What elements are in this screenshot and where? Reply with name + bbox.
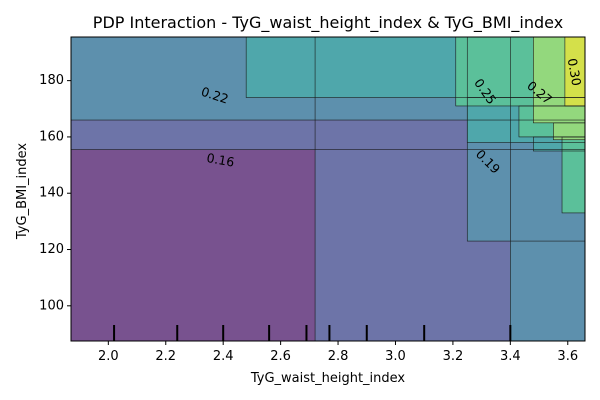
contour-line-7 — [466, 97, 585, 143]
x-tick-label-5: 3.0 — [385, 349, 406, 364]
contour-line-3 — [510, 37, 585, 341]
y-tick-label-1: 120 — [39, 242, 64, 257]
contour-lines — [71, 37, 585, 341]
plot-area — [71, 37, 585, 341]
x-tick-label-6: 3.2 — [443, 349, 464, 364]
y-tick-label-0: 100 — [39, 298, 64, 313]
x-tick-label-0: 2.0 — [98, 349, 119, 364]
chart-title: PDP Interaction - TyG_waist_height_index… — [93, 13, 563, 33]
x-axis-title: TyG_waist_height_index — [250, 371, 406, 386]
contour-line-2 — [71, 37, 585, 150]
y-tick-label-4: 180 — [39, 73, 64, 88]
contour-line-1 — [314, 37, 585, 341]
contour-label-0: 0.16 — [205, 150, 235, 170]
contour-region-11 — [562, 136, 585, 213]
rug-marks — [113, 325, 512, 341]
x-tick-label-2: 2.4 — [213, 349, 234, 364]
contour-region-14 — [564, 37, 585, 106]
x-tick-label-7: 3.4 — [500, 349, 521, 364]
x-axis: 2.0 2.2 2.4 2.6 2.8 3.0 3.2 3.4 3.6 — [98, 341, 578, 364]
contour-label-5: 0.30 — [565, 57, 585, 87]
x-tick-label-8: 3.6 — [557, 349, 578, 364]
x-tick-label-3: 2.6 — [270, 349, 291, 364]
y-axis-title: TyG_BMI_index — [15, 143, 30, 241]
plot-frame — [70, 36, 586, 342]
x-tick-label-1: 2.2 — [155, 349, 176, 364]
y-tick-label-2: 140 — [39, 186, 64, 201]
contour-line-11 — [561, 136, 585, 214]
contour-region-13 — [553, 122, 585, 140]
y-tick-label-3: 160 — [39, 129, 64, 144]
contour-line-10 — [518, 105, 585, 138]
contour-line-6 — [245, 37, 585, 98]
x-tick-label-4: 2.8 — [328, 349, 349, 364]
contour-line-5 — [71, 37, 585, 121]
y-axis: 100 120 140 160 180 — [39, 73, 71, 313]
